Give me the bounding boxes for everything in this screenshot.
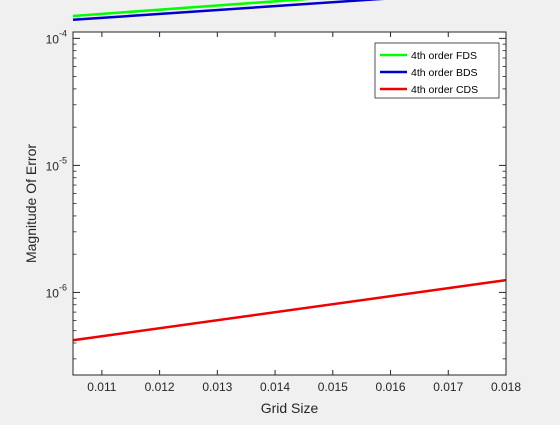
x-axis-label: Grid Size [261,400,319,416]
series-line-4th-order-cds [72,278,507,342]
y-tick-base: 10 [46,159,60,173]
minor-ticks [73,43,506,360]
y-tick-base: 10 [46,286,60,300]
y-tick-label: 10-6 [46,282,67,300]
legend-label-4th-order-fds: 4th order FDS [411,50,477,62]
legend-label-4th-order-cds: 4th order CDS [411,84,478,96]
x-tick-label: 0.016 [376,380,406,394]
y-tick-exponent: -4 [59,28,67,38]
x-tick-label: 0.011 [87,380,116,394]
series-line-4th-order-fds [72,0,311,18]
x-tick-label: 0.012 [145,380,175,394]
x-tick-label: 0.015 [318,380,348,394]
series-line-4th-order-bds [72,0,385,22]
x-tick-label: 0.017 [433,380,463,394]
y-ticks: 10-610-510-410-3 [46,28,506,300]
y-axis-label: Magnitude Of Error [23,144,39,263]
series-lines [72,0,507,342]
y-tick-label: 10-4 [46,28,67,46]
y-tick-label: 10-5 [46,155,67,173]
x-ticks: 0.011 0.012 0.013 0.014 0.015 0.016 0.017 0.018 [87,32,521,394]
x-tick-label: 0.014 [260,380,290,394]
x-tick-label: 0.018 [491,380,521,394]
y-tick-exponent: -6 [59,282,67,292]
legend: 4th order FDS 4th order BDS 4th order CDS [374,42,500,99]
legend-label-4th-order-bds: 4th order BDS [411,67,478,79]
y-tick-base: 10 [46,32,60,46]
y-tick-exponent: -5 [59,155,67,165]
plot-frame [72,31,507,376]
x-tick-label: 0.013 [202,380,232,394]
